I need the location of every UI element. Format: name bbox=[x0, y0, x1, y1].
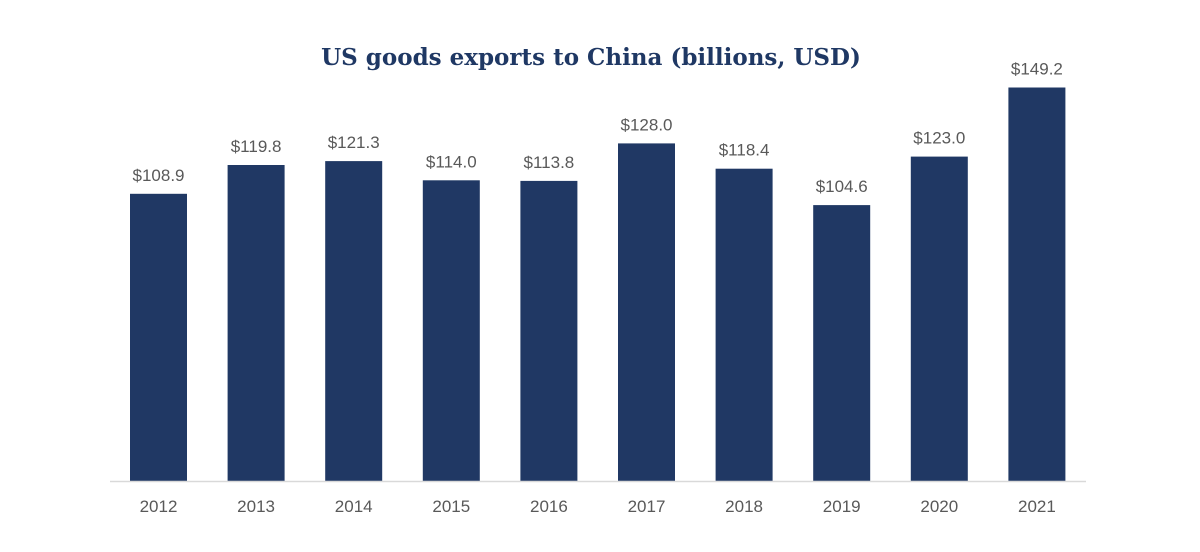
x-tick-labels-layer: 2012 2013 2014 2015 2016 2017 2018 2019 2020 2021 bbox=[140, 497, 1056, 516]
data-label-2012: $108.9 bbox=[133, 166, 185, 185]
bar-2012 bbox=[130, 193, 187, 482]
bar-2020 bbox=[910, 156, 968, 481]
data-label-2019: $104.6 bbox=[816, 177, 868, 196]
data-label-2016: $113.8 bbox=[524, 153, 575, 172]
data-label-2013: $119.8 bbox=[231, 137, 282, 156]
data-label-2018: $118.4 bbox=[719, 141, 770, 160]
bar-2018 bbox=[715, 168, 773, 481]
x-tick-label-2012: 2012 bbox=[140, 497, 178, 516]
data-label-2017: $128.0 bbox=[621, 115, 673, 134]
bar-2017 bbox=[618, 143, 675, 481]
bars-layer bbox=[130, 87, 1066, 482]
bar-2015 bbox=[422, 180, 480, 482]
x-tick-label-2018: 2018 bbox=[725, 497, 763, 516]
x-tick-label-2019: 2019 bbox=[823, 497, 861, 516]
bar-2019 bbox=[813, 205, 871, 481]
x-tick-label-2015: 2015 bbox=[432, 497, 470, 516]
bar-2013 bbox=[227, 165, 285, 481]
chart-title: US goods exports to China (billions, USD… bbox=[321, 44, 861, 71]
data-label-2014: $121.3 bbox=[328, 133, 380, 152]
data-label-2021: $149.2 bbox=[1011, 60, 1063, 79]
bar-2021 bbox=[1008, 87, 1066, 481]
x-tick-label-2017: 2017 bbox=[628, 497, 666, 516]
data-label-2015: $114.0 bbox=[426, 152, 477, 171]
x-tick-label-2020: 2020 bbox=[920, 497, 958, 516]
x-tick-label-2014: 2014 bbox=[335, 497, 373, 516]
bar-2014 bbox=[325, 161, 383, 481]
x-tick-label-2013: 2013 bbox=[237, 497, 275, 516]
x-tick-label-2016: 2016 bbox=[530, 497, 568, 516]
data-labels-layer: $108.9 $119.8 $121.3 $114.0 $113.8 $128.0 $118… bbox=[133, 60, 1063, 197]
data-label-2020: $123.0 bbox=[913, 129, 965, 148]
x-tick-label-2021: 2021 bbox=[1018, 497, 1056, 516]
bar-2016 bbox=[520, 180, 578, 481]
